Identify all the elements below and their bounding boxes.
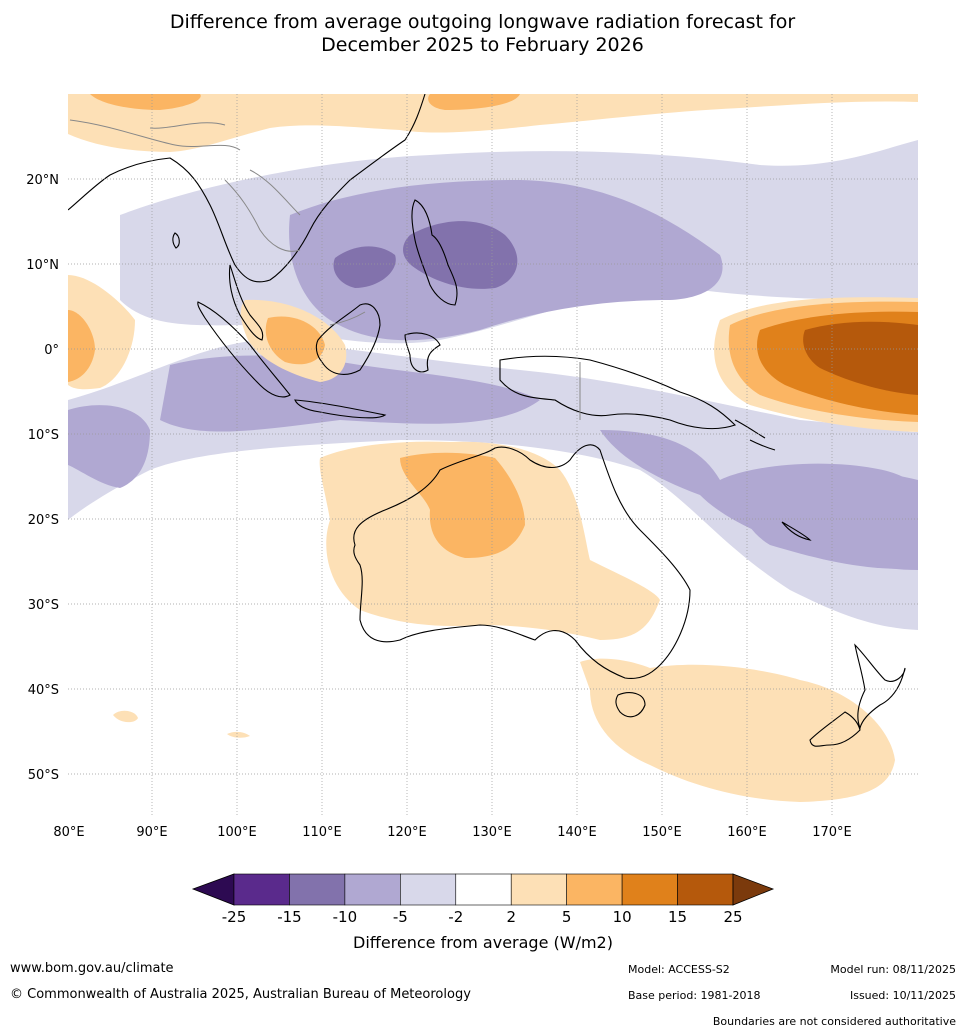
anomaly-shading [68,94,918,802]
colorbar-tick-label: -15 [277,908,302,926]
light-orange-north [68,94,918,152]
colorbar-cell [677,873,734,906]
tasmania-coastline [615,692,646,718]
light-orange-small-1 [113,710,138,723]
country-borders [69,119,581,420]
medium-purple-indonesia [160,355,540,432]
lon-label: 100°E [217,825,257,840]
sri-lanka-coastline [172,232,180,249]
sulawesi-coastline [404,332,441,373]
new-zealand-south-coastline [809,711,861,747]
lon-label: 150°E [642,825,682,840]
longitude-labels: 80°E 90°E 100°E 110°E 120°E 130°E 140°E … [53,825,851,840]
colorbar-tick-label: 10 [613,908,632,926]
colorbar-cell [510,873,567,906]
model-name: Model: ACCESS-S2 [628,963,730,976]
map-title-line-2: December 2025 to February 2026 [321,34,644,56]
colorbar-under-arrow [191,873,235,906]
colorbar-tick-label: -10 [333,908,358,926]
light-purple-patch-east [860,142,918,291]
new-guinea-coastline [499,355,737,430]
colorbar-ticks: -25 -15 -10 -5 -2 2 5 10 15 25 [222,908,743,926]
base-period: Base period: 1981-2018 [628,989,761,1002]
colorbar-tick-label: -25 [222,908,247,926]
colorbar-cells [233,873,734,906]
medium-purple-east [738,467,918,569]
colorbar-cell [289,873,346,906]
colorbar-over-arrow [732,873,775,906]
map-title-line-1: Difference from average outgoing longwav… [169,11,796,33]
dark-purple-south-china-sea [333,246,396,288]
lon-label: 90°E [136,825,167,840]
lat-label: 10°S [28,428,59,443]
colorbar-tick-label: 5 [562,908,572,926]
issued-date: Issued: 10/11/2025 [849,989,956,1002]
lat-label: 50°S [28,768,59,783]
colorbar-cell [233,873,290,906]
medium-orange-north [428,94,520,110]
colorbar-tick-label: 25 [723,908,742,926]
lat-label: 30°S [28,598,59,613]
light-orange-small-2 [227,731,250,738]
medium-orange-northwest [90,94,201,110]
lat-label: 0° [44,343,59,358]
malay-peninsula-coastline [228,264,264,341]
lon-label: 120°E [387,825,427,840]
light-orange-south-indian [580,658,895,802]
lon-label: 80°E [53,825,84,840]
lon-label: 160°E [727,825,767,840]
asia-coastline [68,94,426,283]
colorbar-cell [400,873,457,906]
lon-label: 140°E [557,825,597,840]
lon-label: 110°E [302,825,342,840]
colorbar-tick-label: 2 [506,908,516,926]
copyright-notice: © Commonwealth of Australia 2025, Austra… [10,987,471,1002]
sumatra-coastline [197,301,291,398]
medium-orange-australia [400,452,525,558]
colorbar-tick-label: 15 [668,908,687,926]
dark-purple-philippines [403,221,518,289]
colorbar-tick-label: -5 [393,908,408,926]
java-coastline [294,399,387,419]
boundaries-disclaimer: Boundaries are not considered authoritat… [712,1015,956,1028]
colorbar-cell [344,873,401,906]
solomon-islands-coastline [734,419,776,451]
borneo-coastline [315,303,381,375]
colorbar: -25 -15 -10 -5 -2 2 5 10 15 25 Difference from av… [191,873,775,952]
colorbar-tick-label: -2 [448,908,463,926]
gridlines [68,94,918,816]
lon-label: 170°E [812,825,852,840]
lat-label: 20°S [28,513,59,528]
border-lines-asia [69,119,301,252]
border-borneo [329,311,366,326]
medium-purple-indian-ocean [68,405,150,488]
lat-label: 10°N [26,258,59,273]
lat-label: 40°S [28,683,59,698]
lon-label: 130°E [472,825,512,840]
colorbar-cell [566,873,623,906]
coastlines [68,94,906,747]
colorbar-cell [455,873,512,906]
new-caledonia-coastline [781,521,812,541]
philippines-coastline [411,199,458,306]
new-zealand-north-coastline [854,643,906,730]
lat-label: 20°N [26,173,59,188]
latitude-labels: 20°N 10°N 0° 10°S 20°S 30°S 40°S 50°S [26,173,59,783]
colorbar-cell [621,873,678,906]
colorbar-title: Difference from average (W/m2) [353,933,613,952]
website-link[interactable]: www.bom.gov.au/climate [10,961,174,976]
model-run-date: Model run: 08/11/2025 [830,963,956,976]
medium-orange-west [68,310,95,382]
medium-orange-borneo [265,316,325,365]
australia-coastline [353,444,691,679]
